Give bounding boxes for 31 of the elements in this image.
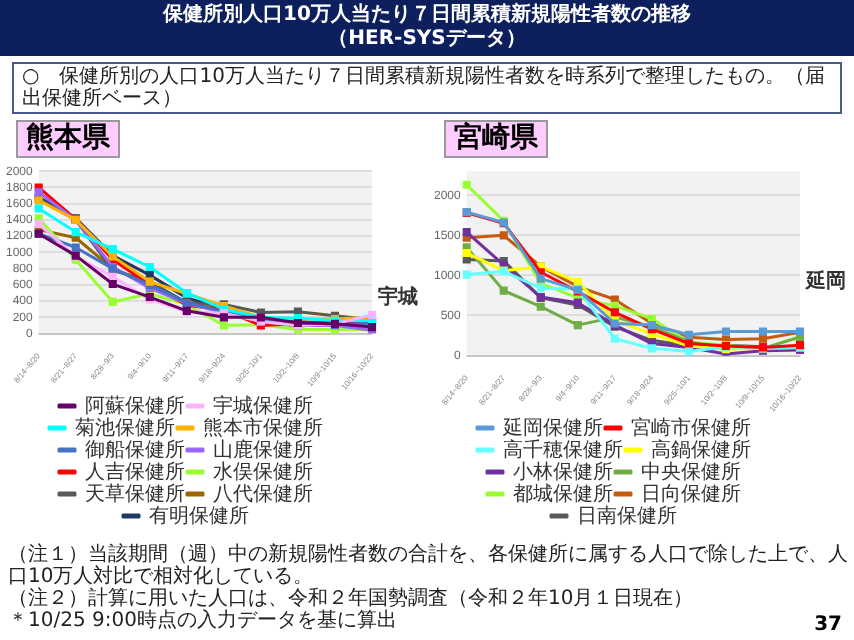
legend-label: 熊本市保健所 — [203, 415, 323, 440]
text: （注１）当該期間（週）中の新規陽性者数の合計を、各保健所に属する人口で除した上で、人口10万人対比で相対化している。 — [8, 544, 848, 588]
text: （注２）計算に用いた人口は、令和２年国勢調査（令和２年10月１日現在） — [8, 588, 696, 610]
legend-label: 中央保健所 — [641, 459, 741, 484]
legend-label: 御船保健所 — [85, 437, 185, 462]
legend-label: 都城保健所 — [513, 481, 613, 506]
legend-label: 宇城保健所 — [213, 393, 313, 418]
legend-label: 八代保健所 — [213, 481, 313, 506]
legend-label: 有明保健所 — [149, 503, 249, 528]
legend-label: 日向保健所 — [641, 481, 741, 506]
legend-label: 延岡保健所 — [501, 415, 603, 440]
legend-label: 高千穂保健所 — [503, 437, 623, 462]
legend-label: 高鍋保健所 — [651, 437, 751, 462]
text: 37 — [814, 614, 842, 636]
legend-label: 水俣保健所 — [213, 459, 313, 484]
legend-label: 天草保健所 — [85, 481, 185, 506]
chart-title: 熊本県 — [16, 120, 120, 158]
text: 延岡 — [804, 269, 846, 294]
legend-label: 人吉保健所 — [85, 459, 185, 484]
legend-label: 山鹿保健所 — [213, 437, 313, 462]
text: ＊10/25 9:00時点の入力データを基に算出 — [8, 610, 397, 632]
legend-label: 阿蘇保健所 — [85, 393, 185, 418]
legend-label: 菊池保健所 — [75, 415, 175, 440]
chart-title: 宮崎県 — [444, 120, 548, 158]
text: 宇城 — [378, 285, 418, 310]
legend-label: 小林保健所 — [513, 459, 613, 484]
legend-label: 日南保健所 — [577, 503, 677, 528]
text: 保健所別人口10万人当たり７日間累積新規陽性者数の推移 — [160, 4, 693, 28]
text: （HER-SYSデータ） — [326, 28, 528, 52]
text: ○ 保健所別の人口10万人当たり７日間累積新規陽性者数を時系列で整理したもの。（届出保健所ベース） — [12, 62, 842, 114]
legend-label: 宮崎市保健所 — [631, 415, 751, 440]
